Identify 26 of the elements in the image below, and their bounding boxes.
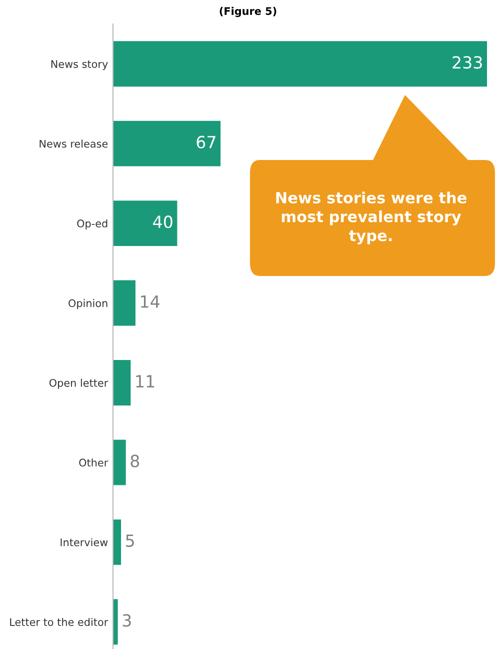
y-tick-label: Opinion <box>68 299 108 310</box>
bar <box>113 280 136 326</box>
data-label: 67 <box>196 136 216 148</box>
chart-title: (Figure 5) <box>220 6 276 18</box>
y-tick-label: News release <box>40 140 108 148</box>
bar <box>113 200 178 246</box>
data-label: 233 <box>452 56 482 69</box>
data-label: 11 <box>136 375 154 388</box>
data-label: 8 <box>130 454 140 468</box>
data-label: 3 <box>122 614 131 627</box>
y-tick-label: Open letter <box>49 378 108 389</box>
bar <box>113 599 118 645</box>
data-label: 5 <box>126 534 134 548</box>
annotation: News stories were the most prevalent story type. <box>276 192 466 244</box>
bar <box>113 120 221 166</box>
y-tick-label: Op-ed <box>77 219 108 230</box>
bar <box>113 360 131 406</box>
bar <box>113 41 487 87</box>
data-label: 40 <box>153 216 172 228</box>
y-tick-label: Interview <box>60 538 108 546</box>
y-tick-label: News story <box>51 60 108 70</box>
bar <box>113 440 126 486</box>
y-tick-label: Letter to the editor <box>10 618 108 626</box>
data-label: 14 <box>141 295 160 308</box>
y-tick-label: Other <box>79 458 108 467</box>
bar <box>113 519 122 565</box>
